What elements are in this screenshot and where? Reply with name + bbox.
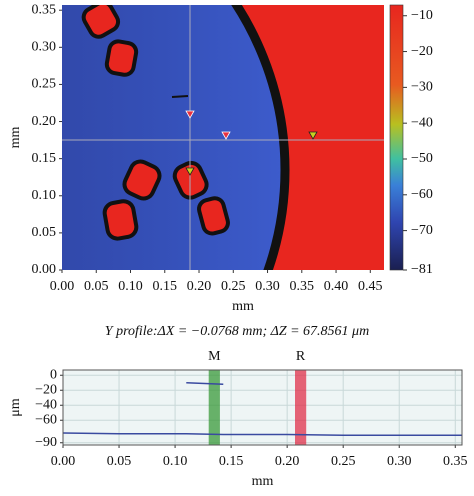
marker-label: M: [208, 349, 221, 364]
marker-band: [208, 370, 220, 445]
x-axis-label: mm: [232, 299, 254, 314]
x-tick-label: 0.35: [443, 454, 468, 469]
y-tick-label: 0.10: [32, 188, 57, 203]
plot-background: [63, 370, 462, 445]
colorbar-tick-label: −10: [411, 8, 433, 23]
y-tick-label: 0: [50, 367, 57, 382]
y-tick-label: 0.15: [32, 151, 57, 166]
y-axis-label: mm: [8, 127, 23, 149]
x-tick-label: 0.00: [51, 454, 76, 469]
y-tick-label: 0.30: [32, 40, 57, 55]
marker-label: R: [296, 349, 306, 364]
y-tick-label: 0.25: [32, 77, 57, 92]
colorbar-tick-label: −30: [411, 80, 433, 95]
x-tick-label: 0.05: [107, 454, 132, 469]
x-tick-label: 0.10: [163, 454, 188, 469]
y-axis-label: μm: [8, 398, 23, 417]
x-tick-label: 0.05: [84, 279, 109, 294]
x-tick-label: 0.15: [219, 454, 244, 469]
x-tick-label: 0.30: [255, 279, 280, 294]
x-tick-label: 0.20: [275, 454, 300, 469]
y-tick-label: −20: [35, 382, 57, 397]
profile-title: Y profile:ΔX = −0.0768 mm; ΔZ = 67.8561 …: [105, 324, 369, 339]
x-tick-label: 0.25: [331, 454, 356, 469]
colorbar-tick-label: −20: [411, 44, 433, 59]
y-tick-label: 0.20: [32, 114, 57, 129]
x-tick-label: 0.25: [221, 279, 246, 294]
profile-line: [62, 432, 462, 436]
x-tick-label: 0.35: [290, 279, 315, 294]
x-tick-label: 0.10: [118, 279, 143, 294]
y-tick-label: 0.35: [32, 2, 57, 17]
heightmap-image: [62, 5, 384, 270]
y-tick-label: 0.00: [32, 262, 57, 277]
x-tick-label: 0.40: [324, 279, 349, 294]
y-tick-label: 0.05: [32, 225, 57, 240]
marker-band: [295, 370, 307, 445]
y-tick-label: −40: [35, 397, 57, 412]
x-tick-label: 0.20: [187, 279, 212, 294]
colorbar-tick-label: −70: [411, 223, 433, 238]
x-tick-label: 0.30: [387, 454, 412, 469]
colorbar-tick-label: −40: [411, 115, 433, 130]
x-tick-label: 0.15: [153, 279, 178, 294]
x-axis-label: mm: [252, 474, 274, 489]
x-tick-label: 0.00: [50, 279, 75, 294]
x-tick-label: 0.45: [358, 279, 383, 294]
y-tick-label: −90: [35, 435, 57, 450]
plot-frame: [62, 369, 463, 446]
colorbar-tick-label: −81: [411, 262, 433, 277]
y-tick-label: −60: [35, 412, 57, 427]
colorbar-tick-label: −60: [411, 187, 433, 202]
colorbar-tick-label: −50: [411, 151, 433, 166]
profile-line: [186, 382, 224, 385]
colorbar: [389, 4, 404, 271]
